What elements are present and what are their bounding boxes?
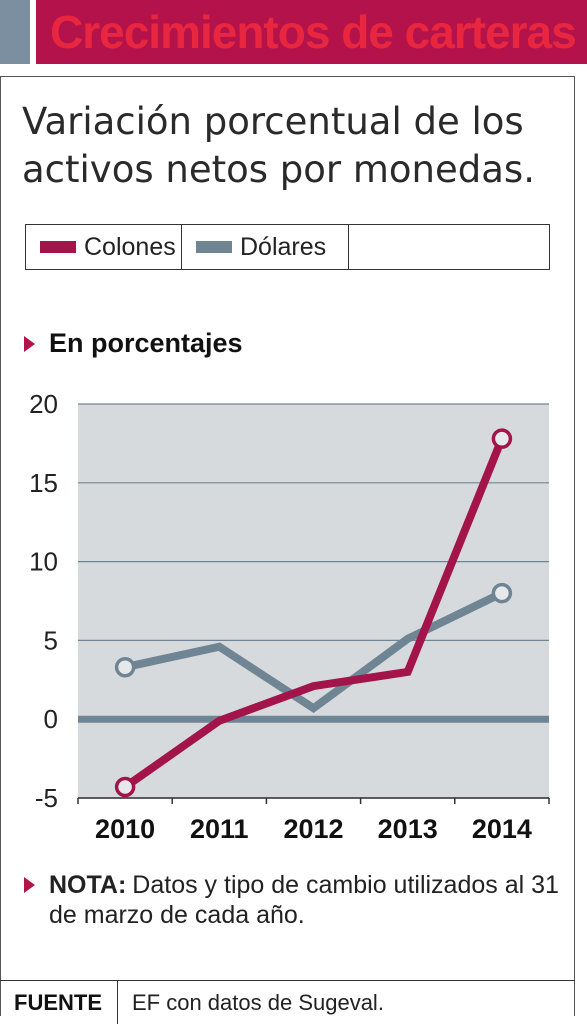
legend-empty-cell	[349, 225, 549, 269]
legend-item-colones: Colones	[26, 225, 182, 269]
unit-row: En porcentajes	[24, 328, 243, 359]
note-text: NOTA: Datos y tipo de cambio utilizados a…	[49, 870, 564, 930]
y-tick-label: 20	[29, 389, 58, 419]
y-tick-label: -5	[35, 783, 58, 813]
footer: FUENTE EF con datos de Sugeval.	[0, 980, 575, 1024]
y-tick-label: 15	[29, 468, 58, 498]
x-tick-label: 2012	[283, 814, 343, 844]
series-line-dólares	[124, 589, 504, 714]
note-body: Datos y tipo de cambio utilizados al 31 …	[49, 871, 559, 929]
x-tick-label: 2014	[472, 814, 532, 844]
y-tick-label: 10	[29, 547, 58, 577]
data-point-colones	[114, 776, 136, 798]
note-label: NOTA:	[49, 871, 127, 899]
plot-background	[78, 404, 549, 798]
legend: Colones Dólares	[25, 224, 550, 270]
unit-label: En porcentajes	[49, 328, 243, 358]
chart-header-title: Crecimientos de carteras	[50, 6, 577, 58]
data-point-colones	[491, 428, 513, 449]
series-line-colones	[122, 437, 506, 791]
header-accent-block	[0, 0, 30, 64]
source-label: FUENTE	[0, 981, 118, 1024]
header-bar: Crecimientos de carteras	[36, 0, 587, 64]
data-point-dólares	[114, 656, 136, 678]
triangle-bullet-icon	[24, 335, 35, 352]
legend-item-dolares: Dólares	[182, 225, 349, 269]
note: NOTA: Datos y tipo de cambio utilizados a…	[24, 870, 564, 930]
y-tick-label: 5	[44, 625, 58, 655]
legend-label-colones: Colones	[84, 232, 176, 261]
legend-swatch-dolares	[196, 241, 232, 253]
source-text: EF con datos de Sugeval.	[132, 989, 384, 1015]
line-chart: 20 15 10 5 0 -5 2010 2011 2012 2013 2014	[29, 389, 550, 844]
legend-label-dolares: Dólares	[240, 232, 327, 261]
triangle-bullet-icon	[24, 877, 35, 893]
legend-swatch-colones	[40, 241, 76, 253]
chart-subtitle: Variación porcentual de los activos neto…	[22, 100, 535, 191]
chart-frame	[0, 76, 575, 1016]
x-tick-label: 2011	[190, 814, 249, 844]
data-point-dólares	[491, 582, 513, 604]
y-tick-label: 0	[44, 704, 58, 734]
x-tick-label: 2010	[95, 814, 155, 844]
x-tick-label: 2013	[378, 814, 438, 844]
